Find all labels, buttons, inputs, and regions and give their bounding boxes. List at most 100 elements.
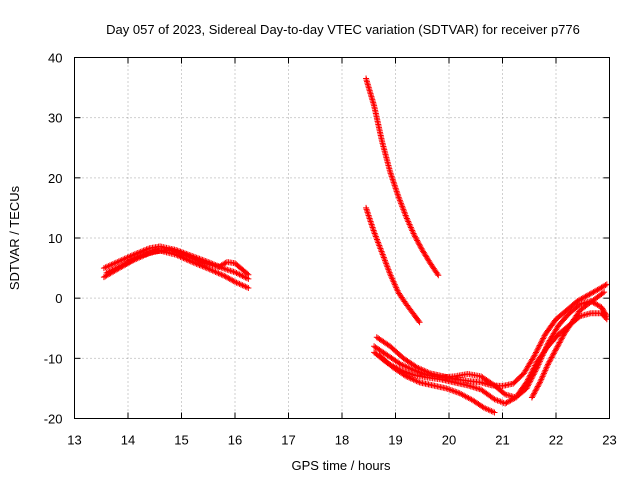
data-point-marker (134, 254, 141, 261)
data-point-marker (214, 269, 221, 276)
data-point-marker (525, 375, 532, 382)
data-point-marker (391, 180, 398, 187)
data-point-marker (443, 385, 450, 392)
data-point-marker (219, 272, 226, 279)
x-tick-label: 23 (602, 433, 616, 448)
data-point-marker (529, 368, 536, 375)
data-point-marker (526, 373, 533, 380)
data-point-marker (536, 342, 543, 349)
data-point-marker (555, 342, 562, 349)
x-tick-label: 22 (549, 433, 563, 448)
data-point-marker (239, 282, 246, 289)
data-point-marker (602, 282, 609, 289)
data-point-marker (233, 279, 240, 286)
data-point-marker (120, 256, 127, 263)
data-point-marker (404, 374, 411, 381)
data-point-marker (102, 264, 109, 271)
data-point-marker (112, 259, 119, 266)
data-point-marker (556, 339, 563, 346)
data-point-marker (367, 216, 374, 223)
data-point-marker (415, 368, 422, 375)
plot-frame (74, 57, 610, 419)
data-point-marker (414, 237, 421, 244)
data-point-marker (389, 174, 396, 181)
data-point-marker (532, 361, 539, 368)
data-point-marker (411, 233, 418, 240)
data-point-marker (538, 339, 545, 346)
data-point-marker (240, 282, 247, 289)
data-point-marker (539, 336, 546, 343)
data-point-marker (410, 376, 417, 383)
y-tick-label: -20 (44, 412, 63, 427)
data-points-layer (100, 75, 610, 416)
data-point-marker (405, 370, 412, 377)
data-point-marker (110, 266, 117, 273)
data-point-marker (544, 361, 551, 368)
data-point-marker (416, 241, 423, 248)
data-point-marker (118, 262, 125, 269)
y-tick-label: 10 (48, 231, 62, 246)
x-tick-labels: 13 14 15 16 17 18 19 20 21 22 23 (67, 433, 616, 448)
data-point-marker (534, 384, 541, 391)
data-point-marker (531, 388, 538, 395)
y-tick-label: -10 (44, 351, 63, 366)
data-point-marker (112, 265, 119, 272)
data-point-marker (403, 364, 410, 371)
data-point-marker (551, 349, 558, 356)
data-point-marker (368, 221, 375, 228)
y-tick-label: 0 (55, 291, 62, 306)
data-point-marker (106, 268, 113, 275)
data-point-marker (195, 257, 202, 264)
data-point-marker (232, 278, 238, 285)
y-tick-label: 20 (48, 171, 62, 186)
data-point-marker (245, 284, 252, 291)
data-point-marker (237, 272, 244, 279)
data-point-marker (402, 363, 409, 370)
data-point-marker (123, 255, 130, 262)
data-point-marker (550, 350, 557, 357)
data-point-marker (189, 255, 196, 262)
x-tick-label: 17 (281, 433, 295, 448)
data-point-marker (370, 225, 377, 232)
data-point-marker (554, 343, 561, 350)
data-point-marker (244, 270, 251, 277)
data-point-marker (447, 387, 454, 394)
data-point-marker (412, 234, 419, 241)
data-point-marker (203, 265, 210, 272)
x-tick-label: 20 (442, 433, 456, 448)
data-point-marker (127, 253, 134, 260)
data-point-marker (188, 254, 195, 261)
data-point-marker (538, 338, 545, 345)
data-point-marker (218, 271, 225, 278)
data-point-marker (245, 271, 252, 278)
data-point-marker (553, 344, 560, 351)
data-point-marker (601, 289, 608, 296)
data-point-marker (391, 182, 398, 189)
data-point-marker (105, 269, 112, 276)
data-point-marker (411, 231, 418, 238)
data-point-marker (115, 264, 122, 271)
data-point-marker (198, 259, 205, 266)
data-point-marker (417, 369, 424, 376)
data-point-marker (108, 261, 115, 268)
data-point-marker (390, 179, 397, 186)
x-tick-label: 15 (174, 433, 188, 448)
data-point-marker (535, 343, 542, 350)
data-point-marker (528, 394, 535, 401)
y-tick-label: 40 (48, 51, 62, 66)
data-point-marker (415, 318, 422, 325)
data-point-marker (547, 357, 554, 364)
y-axis-title: SDTVAR / TECUs (7, 185, 22, 290)
data-point-marker (109, 267, 116, 274)
data-point-marker (408, 371, 415, 378)
data-point-marker (534, 383, 541, 390)
data-point-marker (114, 259, 121, 266)
data-point-marker (449, 387, 456, 394)
data-point-marker (236, 280, 243, 287)
data-point-marker (365, 210, 372, 217)
data-point-marker (530, 391, 537, 398)
data-point-marker (124, 254, 131, 261)
data-point-marker (364, 207, 371, 214)
data-point-marker (548, 354, 555, 361)
